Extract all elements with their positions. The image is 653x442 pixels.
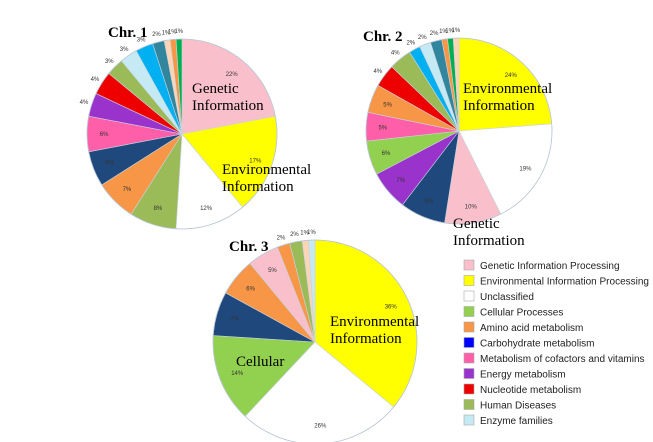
legend-item: Genetic Information Processing xyxy=(463,259,620,272)
pie-chart-2: 24%19%10%8%7%6%5%5%4%4%2%2%2% 1%1%1%Chr. … xyxy=(363,28,553,249)
legend-label: Energy metabolism xyxy=(480,370,566,381)
pie-outline xyxy=(212,239,418,442)
slice-percent-label: 4% xyxy=(91,77,100,83)
slice-percent-label: 4% xyxy=(391,51,400,57)
slice-percent-label: 1% xyxy=(439,29,448,35)
slice-percent-label: 1% xyxy=(168,30,177,36)
slice-percent-label: 4% xyxy=(80,100,89,106)
legend-swatch xyxy=(463,321,475,333)
legend-swatch xyxy=(463,368,475,379)
slice-percent-label: 5% xyxy=(383,102,392,108)
slice-percent-label: 1% xyxy=(307,230,316,236)
slice-percent-label: 6% xyxy=(246,287,255,293)
legend-item: Enzyme families xyxy=(463,414,553,427)
legend-label: Environmental Information Processing xyxy=(480,277,649,288)
legend-label: Metabolism of cofactors and vitamins xyxy=(480,354,645,365)
slice-percent-label: 1% xyxy=(445,28,454,34)
legend-item: Human Diseases xyxy=(463,399,556,412)
slice-percent-label: 2% xyxy=(277,235,286,241)
slice-annotation: Environmental Information xyxy=(463,81,552,114)
slice-percent-label: 2% xyxy=(406,40,415,46)
legend-swatch xyxy=(463,399,475,410)
legend-item: Nucleotide metabolism xyxy=(463,383,581,396)
slice-percent-label: 19% xyxy=(519,166,532,172)
slice-percent-label: 2% xyxy=(418,35,427,41)
slice-percent-label: 3% xyxy=(137,38,146,44)
legend-label: Carbohydrate metabolism xyxy=(480,339,595,350)
slice-percent-label: 2% xyxy=(430,31,439,37)
slice-percent-label: 6% xyxy=(100,132,109,138)
legend-label: Genetic Information Processing xyxy=(480,261,620,272)
pie-chart-3: 36%26%14%7%6%5%2%2% 1%1%Chr. 3Environment… xyxy=(212,230,419,442)
slice-percent-label: 7% xyxy=(230,317,239,323)
legend-item: Cellular Processes xyxy=(463,306,563,319)
legend-item: Metabolism of cofactors and vitamins xyxy=(463,352,645,365)
pie-outline xyxy=(86,38,278,230)
slice-percent-label: 22% xyxy=(226,72,239,78)
slice-percent-label: 1% xyxy=(300,231,309,237)
slice-annotation: Genetic Information xyxy=(453,216,525,249)
legend-label: Cellular Processes xyxy=(480,308,563,319)
slice-percent-label: 14% xyxy=(231,371,244,377)
slice-percent-label: 7% xyxy=(123,187,132,193)
legend-label: Unclassified xyxy=(480,292,534,303)
slice-percent-label: 3% xyxy=(105,59,114,65)
slice-percent-label: 36% xyxy=(385,304,398,310)
legend-item: Unclassified xyxy=(463,290,534,303)
legend-swatch xyxy=(463,383,475,395)
legend-swatch xyxy=(463,275,475,286)
pie-outline xyxy=(365,37,553,225)
slice-percent-label: 5% xyxy=(268,268,277,274)
legend-label: Enzyme families xyxy=(480,416,553,427)
slice-percent-label: 1% xyxy=(452,28,461,34)
legend-label: Human Diseases xyxy=(480,401,556,412)
slice-percent-label: 12% xyxy=(200,206,213,212)
slice-percent-label: 2% xyxy=(152,32,161,38)
legend-swatch xyxy=(463,306,475,317)
slice-percent-label: 10% xyxy=(465,204,478,210)
slice-percent-label: 2% xyxy=(290,232,299,238)
slice-percent-label: 17% xyxy=(249,158,262,164)
slice-percent-label: 26% xyxy=(314,424,327,430)
pie-chart-1: 22%17%12%8%7%6%6%4%4%3%3%3%2% 1%1%1%Chr. … xyxy=(80,25,311,230)
slice-percent-label: 6% xyxy=(105,161,114,167)
legend-swatch xyxy=(463,414,475,426)
slice-percent-label: 1% xyxy=(174,29,183,35)
legend: Genetic Information Processing Environmen… xyxy=(458,254,653,432)
slice-percent-label: 4% xyxy=(373,69,382,75)
slice-percent-label: 5% xyxy=(378,125,387,131)
legend-item: Amino acid metabolism xyxy=(463,321,583,334)
legend-box xyxy=(458,254,653,432)
legend-swatch xyxy=(463,290,475,302)
legend-item: Energy metabolism xyxy=(463,368,566,381)
legend-item: Environmental Information Processing xyxy=(463,275,649,288)
chart-title: Chr. 2 xyxy=(363,29,402,45)
slice-percent-label: 6% xyxy=(382,151,391,157)
slice-percent-label: 8% xyxy=(154,206,163,212)
legend-swatch xyxy=(463,259,475,271)
slice-annotation: Environmental Information xyxy=(330,314,419,347)
slice-percent-label: 7% xyxy=(396,178,405,184)
slice-percent-label: 8% xyxy=(425,199,434,205)
legend-swatch xyxy=(463,337,475,348)
legend-label: Amino acid metabolism xyxy=(480,323,583,334)
legend-item: Carbohydrate metabolism xyxy=(463,337,595,350)
chart-title: Chr. 1 xyxy=(108,25,147,41)
slice-annotation: Environmental Information xyxy=(222,162,311,195)
pie-charts: 22%17%12%8%7%6%6%4%4%3%3%3%2% 1%1%1%Chr. … xyxy=(80,25,553,442)
slice-percent-label: 1% xyxy=(162,30,171,36)
slice-annotation: Genetic Information xyxy=(192,81,264,114)
legend-label: Nucleotide metabolism xyxy=(480,385,581,396)
slice-annotation: Cellular xyxy=(236,354,284,370)
slice-percent-label: 24% xyxy=(505,73,518,79)
legend-swatch xyxy=(463,352,475,364)
chart-title: Chr. 3 xyxy=(229,239,268,255)
slice-percent-label: 3% xyxy=(120,47,129,53)
